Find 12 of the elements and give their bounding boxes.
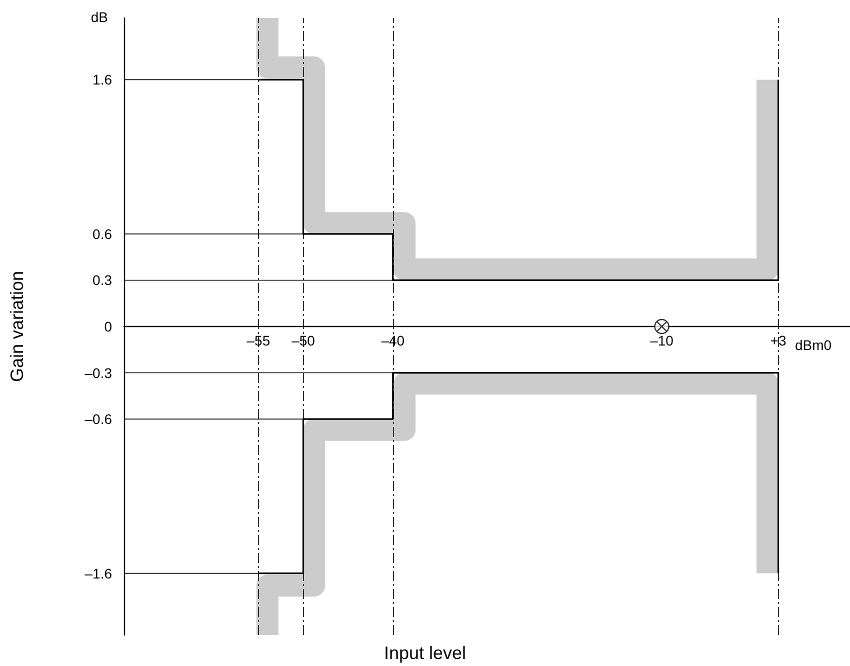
y-tick-label: –0.6 — [84, 411, 112, 428]
x-axis-title: Input level — [384, 643, 466, 663]
text: dB — [90, 9, 108, 25]
x-tick-label: –10 — [650, 332, 674, 348]
y-tick-label: 0 — [104, 318, 112, 334]
y-axis-title: Gain variation — [7, 270, 27, 382]
y-tick-label: 0.3 — [92, 272, 112, 288]
y-tick-label: 0.6 — [92, 226, 112, 242]
annotation: dBm0 — [795, 337, 832, 353]
y-tick-label: –0.3 — [84, 364, 112, 381]
y-tick-label: –1.6 — [84, 565, 112, 582]
y-tick-label: 1.6 — [92, 72, 112, 88]
